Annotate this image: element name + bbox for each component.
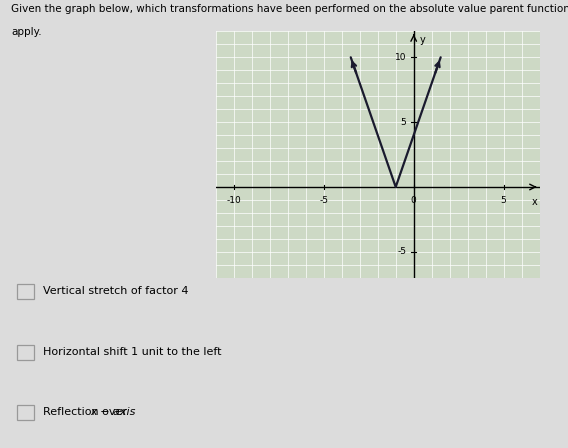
Text: Given the graph below, which transformations have been performed on the absolute: Given the graph below, which transformat… [11, 4, 568, 14]
Text: -5: -5 [398, 247, 407, 256]
Text: Vertical stretch of factor 4: Vertical stretch of factor 4 [43, 286, 188, 296]
Text: -10: -10 [227, 196, 241, 205]
Text: y: y [420, 35, 426, 45]
Text: 5: 5 [501, 196, 507, 205]
Text: -5: -5 [319, 196, 328, 205]
Text: apply.: apply. [11, 27, 42, 37]
Text: Reflection over: Reflection over [43, 407, 130, 417]
Text: 0: 0 [411, 196, 416, 205]
Text: Horizontal shift 1 unit to the left: Horizontal shift 1 unit to the left [43, 347, 221, 357]
Text: x: x [531, 198, 537, 207]
Text: x − axis: x − axis [90, 407, 135, 417]
Text: 5: 5 [401, 118, 407, 127]
Text: 10: 10 [395, 53, 407, 62]
